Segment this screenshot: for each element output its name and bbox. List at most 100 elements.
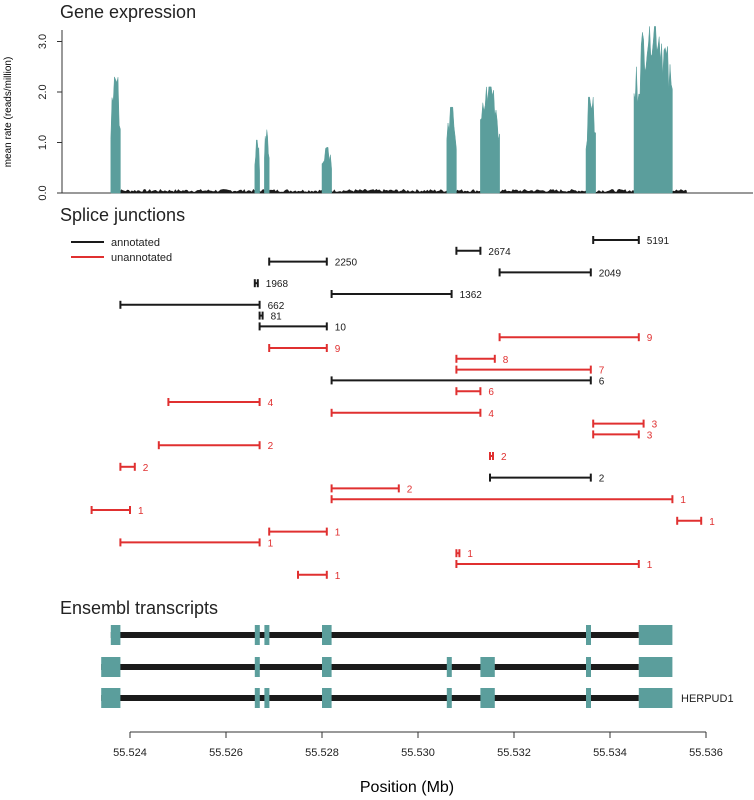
junction-annotated: 662 (119, 300, 285, 312)
intron-line (101, 664, 639, 670)
junction-count: 1 (335, 571, 341, 582)
junction-count: 10 (335, 322, 347, 333)
junction-count: 81 (271, 312, 283, 323)
junction-count: 1 (268, 538, 274, 549)
x-tick-label: 55.528 (305, 747, 339, 759)
exon-block (638, 657, 673, 677)
junction-count: 3 (647, 430, 653, 441)
transcript (101, 688, 673, 708)
x-axis-label: Position (Mb) (360, 779, 454, 796)
junction-count: 2 (501, 452, 507, 463)
exon-block (322, 625, 332, 645)
x-tick-label: 55.530 (401, 747, 435, 759)
junction-count: 6 (599, 376, 605, 387)
exon-block (638, 625, 673, 645)
junction-annotated: 1968 (253, 279, 289, 290)
exon-block (446, 688, 452, 708)
exon-block (254, 657, 260, 677)
exon-block (254, 625, 260, 645)
junction-count: 5191 (647, 236, 670, 247)
junction-count: 1 (467, 549, 473, 560)
junction-unannotated: 7 (455, 365, 605, 377)
exon-block (322, 657, 332, 677)
junction-count: 1362 (460, 290, 483, 301)
exon-block (110, 625, 121, 645)
exon-block (322, 688, 332, 708)
junction-count: 2 (268, 441, 274, 452)
junction-count: 4 (268, 398, 274, 409)
x-tick-label: 55.536 (689, 747, 723, 759)
junction-unannotated: 8 (455, 354, 509, 366)
junction-count: 2 (599, 474, 605, 485)
junction-unannotated: 2 (330, 484, 413, 495)
exon-block (101, 657, 121, 677)
x-tick-label: 55.526 (209, 747, 243, 759)
expression-peak (633, 26, 673, 194)
expression-peak (264, 129, 270, 194)
expression-peak (585, 96, 596, 194)
intron-line (101, 695, 639, 701)
exon-block (101, 688, 121, 708)
expression-peak (254, 139, 260, 194)
junction-count: 9 (335, 344, 341, 355)
y-tick-label: 0.0 (37, 185, 49, 200)
junction-unannotated: 3 (592, 430, 653, 441)
junction-annotated: 10 (258, 322, 347, 333)
exon-block (480, 688, 495, 708)
junction-unannotated: 2 (119, 462, 149, 474)
junction-count: 2674 (488, 247, 511, 258)
junction-annotated: 2250 (268, 257, 358, 269)
junction-unannotated: 1 (268, 527, 341, 539)
exon-block (446, 657, 452, 677)
expression-background (110, 189, 687, 193)
splice-junctions: 5191267422502049196813626628110998766443… (90, 236, 715, 582)
intron-line (110, 632, 639, 638)
junction-annotated: 6 (330, 376, 605, 387)
junction-count: 1 (709, 517, 715, 528)
transcript (101, 657, 673, 677)
legend-annotated-label: annotated (111, 237, 160, 249)
junction-count: 1968 (266, 279, 289, 290)
junction-unannotated: 3 (592, 419, 658, 431)
junction-count: 1 (138, 506, 144, 517)
legend: annotated unannotated (71, 237, 172, 264)
junction-unannotated: 1 (455, 560, 653, 571)
junction-count: 2250 (335, 258, 358, 269)
y-axis-ticks: 0.0 1.0 2.0 3.0 (37, 34, 62, 201)
junction-count: 1 (335, 528, 341, 539)
junction-unannotated: 1 (330, 495, 686, 506)
junction-unannotated: 1 (676, 516, 715, 528)
legend-unannotated-label: unannotated (111, 252, 172, 264)
expression-peak (480, 86, 500, 194)
junction-unannotated: 9 (498, 333, 653, 344)
junction-annotated: 2049 (498, 268, 622, 279)
y-tick-label: 1.0 (37, 135, 49, 150)
junction-unannotated: 6 (455, 387, 494, 398)
ensembl-transcripts (101, 625, 673, 708)
junction-count: 4 (488, 409, 494, 420)
exon-block (480, 657, 495, 677)
junction-count: 2 (407, 484, 413, 495)
transcript (110, 625, 673, 645)
gene-expression-title: Gene expression (60, 2, 196, 22)
junction-unannotated: 4 (330, 408, 494, 420)
junction-annotated: 81 (258, 311, 283, 323)
gene-label: HERPUD1 (681, 693, 734, 705)
junction-unannotated: 1 (455, 549, 473, 560)
exon-block (586, 657, 591, 677)
exon-block (638, 688, 673, 708)
exon-block (254, 688, 260, 708)
expression-peak (110, 76, 121, 194)
exon-block (264, 625, 270, 645)
exon-block (586, 625, 591, 645)
junction-unannotated: 4 (167, 398, 274, 409)
expression-peaks (110, 26, 673, 194)
junction-annotated: 2674 (455, 246, 511, 258)
junction-count: 6 (488, 387, 494, 398)
junction-count: 2049 (599, 268, 622, 279)
exon-block (586, 688, 591, 708)
expression-panel: 0.0 1.0 2.0 3.0 mean rate (reads/million) (3, 26, 753, 201)
junction-count: 1 (647, 560, 653, 571)
expression-peak (321, 147, 332, 194)
junction-count: 7 (599, 366, 605, 377)
